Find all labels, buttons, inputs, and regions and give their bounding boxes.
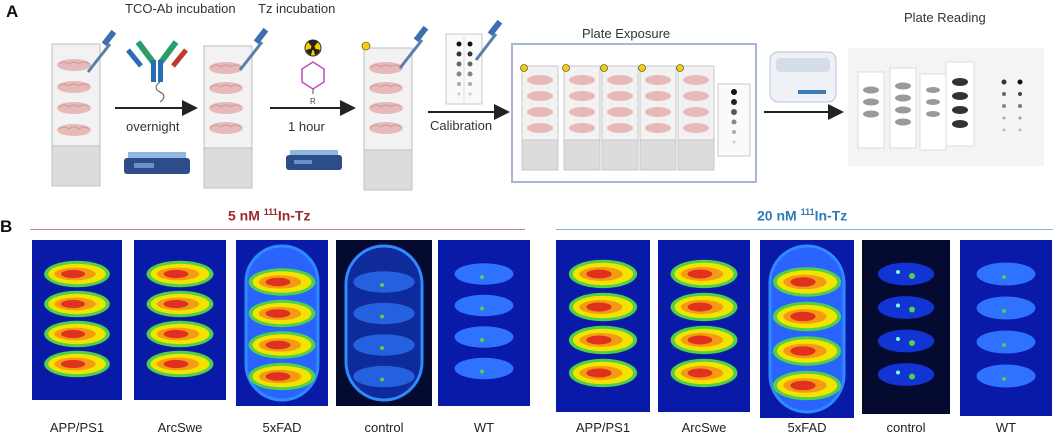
panel-a-label: A (6, 2, 19, 21)
tile-left-0 (32, 240, 122, 400)
tile-image-left-2 (244, 244, 320, 402)
radioactive-icon (304, 39, 322, 57)
arrow-hour-label: 1 hour (288, 119, 325, 134)
right-concentration: 20 nM 111In-Tz (757, 207, 847, 224)
tile-right-0 (556, 240, 650, 412)
tile-image-left-4 (454, 263, 514, 380)
right-conc-prefix: 20 nM (757, 207, 801, 224)
caption-right-0: APP/PS1 (575, 420, 631, 435)
exposure-calibration (717, 83, 751, 157)
plate-reading-result (848, 48, 1044, 166)
tile-image-left-1 (146, 260, 214, 378)
tile-left-3 (336, 240, 432, 406)
tile-right-4 (960, 240, 1052, 416)
tile-right-1 (658, 240, 750, 412)
arrow-calibration-label: Calibration (430, 118, 493, 133)
step-tz-label: Tz incubation (258, 1, 336, 16)
caption-right-2: 5xFAD (787, 420, 827, 435)
tile-right-2 (760, 240, 854, 418)
step-reading-label: Plate Reading (904, 10, 986, 25)
caption-left-3: control (364, 420, 404, 435)
tile-image-left-3 (344, 244, 424, 402)
right-isotope: 111 (800, 207, 815, 217)
slide-antibody (203, 45, 253, 189)
slide-untreated (51, 43, 101, 187)
tetrazine-molecule (301, 61, 325, 94)
pipette-icon (398, 25, 429, 69)
pipette-icon (474, 19, 503, 61)
right-conc-suffix: In-Tz (814, 207, 848, 224)
panel-a-diagram: R (51, 19, 1044, 191)
slide-labeled (361, 41, 413, 191)
tz-r-group: R (310, 97, 316, 106)
pipette-icon (86, 29, 117, 73)
caption-right-3: control (886, 420, 926, 435)
step-tco-label: TCO-Ab incubation (125, 1, 236, 16)
right-rule (556, 229, 1053, 230)
tile-image-right-1 (670, 259, 738, 388)
tile-image-left-0 (44, 260, 110, 378)
tile-left-4 (438, 240, 530, 406)
tile-left-1 (134, 240, 226, 400)
caption-left-0: APP/PS1 (49, 420, 105, 435)
arrow-overnight-label: overnight (126, 119, 180, 134)
tile-left-2 (236, 240, 328, 406)
left-concentration: 5 nM 111In-Tz (228, 207, 310, 224)
antibody-icon (126, 40, 188, 103)
tile-image-right-3 (877, 262, 935, 386)
radioactive-marks (520, 64, 684, 72)
left-conc-suffix: In-Tz (277, 207, 311, 224)
shaker-icon (124, 152, 190, 174)
left-isotope: 111 (263, 207, 278, 217)
tile-image-right-2 (768, 244, 846, 414)
exposure-brains (527, 75, 709, 133)
caption-left-1: ArcSwe (157, 420, 203, 435)
calibration-slide (445, 33, 483, 105)
caption-left-2: 5xFAD (262, 420, 302, 435)
tile-image-right-4 (976, 262, 1036, 388)
plate-reader-icon (769, 51, 837, 103)
panel-b-label: B (0, 217, 13, 236)
left-conc-prefix: 5 nM (228, 207, 264, 224)
left-rule (30, 229, 525, 230)
caption-right-4: WT (995, 420, 1017, 435)
tile-right-3 (862, 240, 950, 414)
caption-right-1: ArcSwe (681, 420, 727, 435)
pipette-icon (238, 27, 269, 71)
tile-image-right-0 (568, 259, 638, 388)
shaker-icon (286, 150, 342, 170)
step-exposure-label: Plate Exposure (582, 26, 671, 41)
caption-left-4: WT (473, 420, 495, 435)
